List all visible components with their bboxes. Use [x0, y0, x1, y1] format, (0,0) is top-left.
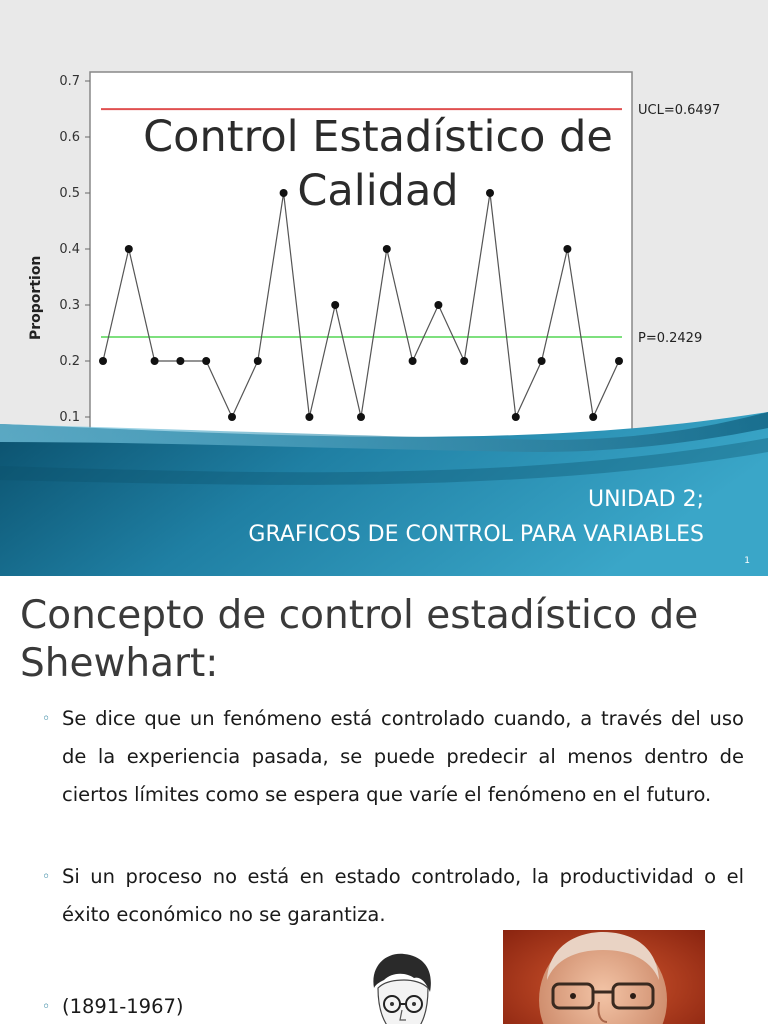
slide-heading: Concepto de control estadístico de Shewh… — [20, 592, 765, 688]
slide-heading-line-2: Shewhart: — [20, 641, 219, 686]
data-point — [279, 189, 288, 197]
bullet-text: (1891-1967) — [62, 995, 184, 1018]
data-point — [228, 413, 236, 421]
data-point — [615, 357, 623, 365]
bullet-item: ◦ Si un proceso no está en estado contro… — [42, 858, 744, 934]
data-point — [434, 301, 443, 309]
y-axis-label: Proportion — [28, 256, 44, 340]
y-tick-label: 0.3 — [59, 298, 80, 313]
y-tick-label: 0.5 — [59, 186, 80, 201]
data-point — [537, 357, 546, 365]
title-banner — [0, 412, 768, 576]
data-point — [305, 413, 314, 421]
data-point — [202, 357, 211, 365]
ucl-label: UCL=0.6497 — [638, 103, 720, 118]
title-slide: 0.1 0.2 0.3 0.4 0.5 0.6 0.7 Proportion UCL=0.6… — [0, 0, 768, 576]
y-tick-label: 0.2 — [59, 354, 80, 369]
subtitle-line-1: UNIDAD 2; — [588, 487, 704, 512]
y-tick-label: 0.4 — [59, 242, 80, 257]
chart-plot-area — [89, 71, 633, 440]
data-point — [460, 357, 469, 365]
concept-slide: Concepto de control estadístico de Shewh… — [0, 576, 768, 1024]
data-point — [511, 413, 520, 421]
page-number: 1 — [744, 556, 750, 566]
slide-subtitle: UNIDAD 2; GRAFICOS DE CONTROL PARA VARIA… — [248, 482, 704, 552]
portrait-photo-image — [503, 930, 705, 1024]
data-point — [382, 245, 391, 253]
slide-title-line-1: Control Estadístico de — [143, 112, 613, 162]
slide-title: Control Estadístico de Calidad — [128, 110, 628, 218]
center-line-label: P=0.2429 — [638, 331, 702, 346]
data-point — [486, 189, 494, 197]
slide-heading-line-1: Concepto de control estadístico de — [20, 593, 699, 638]
y-tick-label: 0.1 — [59, 410, 80, 425]
y-tick-label: 0.6 — [59, 130, 80, 145]
data-point — [589, 413, 598, 421]
y-tick-label: 0.7 — [59, 74, 80, 89]
bullet-marker-icon: ◦ — [42, 999, 51, 1015]
portrait-sketch-image — [356, 948, 448, 1024]
bullet-text: Se dice que un fenómeno está controlado … — [62, 707, 744, 806]
data-point — [331, 301, 340, 309]
bullet-item: ◦ Se dice que un fenómeno está controlad… — [42, 700, 744, 814]
p-control-chart: 0.1 0.2 0.3 0.4 0.5 0.6 0.7 Proportion UCL=0.6… — [28, 71, 720, 440]
bullet-marker-icon: ◦ — [42, 711, 51, 727]
data-point — [408, 357, 417, 365]
data-point — [150, 357, 159, 365]
slide-title-line-2: Calidad — [297, 166, 459, 216]
data-point — [357, 413, 365, 421]
data-point — [99, 357, 107, 365]
data-point — [176, 357, 185, 365]
data-point — [563, 245, 572, 253]
bullet-marker-icon: ◦ — [42, 869, 51, 885]
data-point — [124, 245, 133, 253]
data-point — [253, 357, 262, 365]
bullet-item: ◦ (1891-1967) — [42, 988, 744, 1024]
bullet-text: Si un proceso no está en estado controla… — [62, 865, 744, 926]
subtitle-line-2: GRAFICOS DE CONTROL PARA VARIABLES — [248, 522, 704, 547]
